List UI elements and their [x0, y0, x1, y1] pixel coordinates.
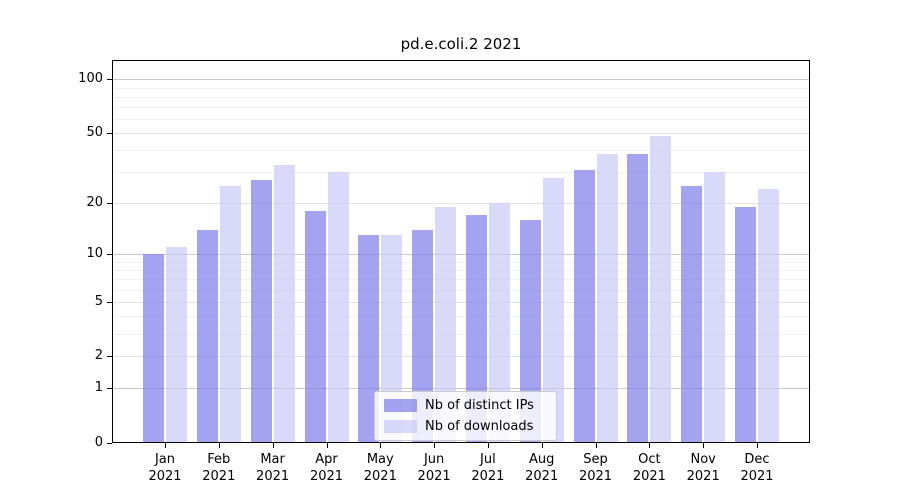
y-tick-5: [107, 302, 112, 303]
chart-title: pd.e.coli.2 2021: [400, 35, 522, 53]
bar-dec-downloads: [758, 189, 779, 443]
bar-jun-distinct-ips: [412, 229, 434, 443]
bar-sep-distinct-ips: [573, 169, 595, 443]
gridline-4: [112, 316, 810, 317]
gridline-80: [112, 97, 810, 98]
y-tick-2: [107, 356, 112, 357]
x-tick-label-jun: Jun 2021: [417, 452, 451, 484]
gridline-70: [112, 107, 810, 108]
gridline-6: [112, 290, 810, 291]
x-tick-jan: [165, 443, 166, 448]
bar-aug-downloads: [542, 177, 564, 443]
y-tick-100: [107, 79, 112, 80]
x-tick-label-jan: Jan 2021: [148, 452, 182, 484]
gridline-60: [112, 119, 810, 120]
x-tick-jul: [487, 443, 489, 448]
bar-feb-downloads: [219, 186, 241, 443]
y-tick-label-2: 2: [94, 348, 103, 364]
x-tick-label-mar: Mar 2021: [256, 452, 290, 484]
bar-dec-distinct-ips: [735, 206, 756, 443]
x-tick-label-sep: Sep 2021: [578, 452, 613, 484]
bar-nov-distinct-ips: [681, 186, 703, 443]
x-tick-sep: [595, 443, 597, 448]
x-tick-apr: [326, 443, 328, 448]
bar-jun-downloads: [435, 206, 457, 443]
y-tick-0: [107, 443, 112, 444]
y-tick-1: [107, 388, 112, 389]
bar-apr-downloads: [327, 172, 349, 443]
x-tick-aug: [541, 443, 543, 448]
gridline-20: [112, 203, 810, 204]
x-tick-dec: [757, 443, 758, 448]
x-tick-label-feb: Feb 2021: [202, 452, 236, 484]
gridline-50: [112, 133, 810, 134]
x-tick-label-dec: Dec 2021: [740, 452, 774, 484]
bar-jan-downloads: [166, 247, 187, 443]
legend: Nb of distinct IPs Nb of downloads: [374, 391, 557, 441]
y-tick-10: [107, 254, 112, 255]
bar-jul-distinct-ips: [465, 215, 487, 443]
bar-apr-distinct-ips: [304, 210, 326, 443]
bar-mar-downloads: [273, 165, 295, 443]
bar-mar-distinct-ips: [250, 180, 272, 443]
x-tick-oct: [649, 443, 651, 448]
x-tick-label-oct: Oct 2021: [632, 452, 666, 484]
y-tick-label-50: 50: [86, 125, 103, 141]
gridline-2: [112, 356, 810, 357]
legend-label-downloads: Nb of downloads: [425, 419, 534, 434]
x-tick-label-aug: Aug 2021: [525, 452, 559, 484]
x-tick-label-apr: Apr 2021: [309, 452, 344, 484]
gridline-90: [112, 88, 810, 89]
y-tick-label-0: 0: [94, 435, 103, 450]
x-tick-label-nov: Nov 2021: [686, 452, 720, 484]
y-tick-label-100: 100: [78, 71, 103, 87]
y-tick-label-5: 5: [94, 293, 103, 309]
bar-sep-downloads: [596, 154, 618, 443]
bar-nov-downloads: [704, 172, 726, 443]
gridline-3: [112, 334, 810, 335]
bar-feb-distinct-ips: [196, 229, 218, 443]
gridline-30: [112, 172, 810, 173]
y-tick-label-20: 20: [86, 195, 103, 211]
bar-jan-distinct-ips: [143, 254, 164, 443]
gridline-1: [112, 388, 810, 389]
legend-label-distinct-ips: Nb of distinct IPs: [425, 398, 534, 413]
bar-jul-downloads: [488, 203, 510, 443]
legend-swatch-distinct-ips: [384, 399, 417, 412]
y-tick-20: [107, 203, 112, 204]
x-tick-feb: [218, 443, 220, 448]
bar-oct-distinct-ips: [627, 154, 649, 443]
y-tick-50: [107, 133, 112, 134]
x-tick-may: [380, 443, 382, 448]
bar-aug-distinct-ips: [519, 219, 541, 443]
x-tick-label-jul: Jul 2021: [471, 452, 505, 484]
gridline-100: [112, 79, 810, 80]
x-tick-label-may: May 2021: [363, 452, 397, 484]
legend-entry-distinct-ips: Nb of distinct IPs: [384, 397, 547, 414]
legend-entry-downloads: Nb of downloads: [384, 418, 547, 435]
bar-oct-downloads: [650, 136, 672, 443]
gridline-10: [112, 254, 810, 255]
gridline-5: [112, 302, 810, 303]
x-tick-jun: [434, 443, 436, 448]
gridline-7: [112, 279, 810, 280]
x-tick-nov: [703, 443, 705, 448]
x-tick-mar: [272, 443, 274, 448]
y-tick-label-1: 1: [94, 380, 103, 396]
y-tick-label-10: 10: [86, 246, 103, 261]
legend-swatch-downloads: [384, 420, 417, 433]
gridline-8: [112, 270, 810, 271]
gridline-9: [112, 262, 810, 263]
gridline-40: [112, 150, 810, 151]
